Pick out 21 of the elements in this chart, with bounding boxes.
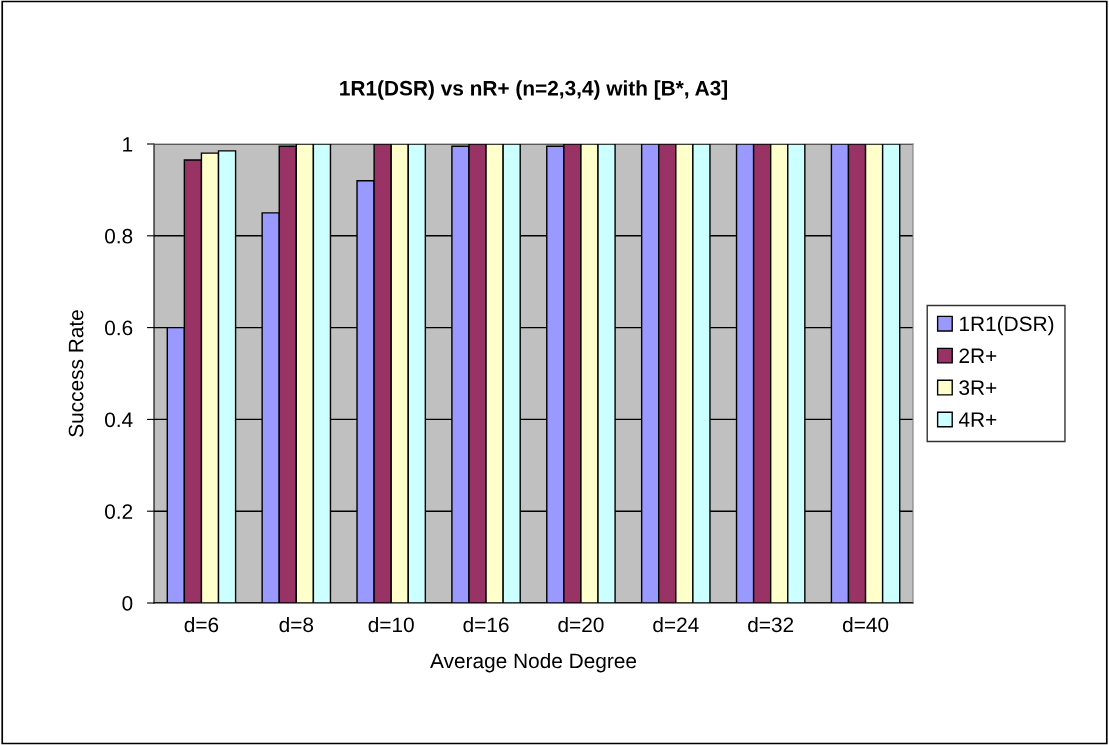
x-tick-label: d=10 (368, 616, 414, 633)
x-tick-label: d=8 (279, 616, 314, 633)
y-tick-label: 0.4 (105, 412, 133, 428)
x-tick-label: d=16 (463, 616, 509, 633)
legend-label: 2R+ (959, 348, 997, 363)
y-tick-label: 0.8 (105, 228, 133, 244)
x-tick-label: d=32 (748, 616, 794, 633)
y-tick-label: 0.2 (105, 504, 133, 519)
y-tick-label: 0.6 (105, 320, 133, 336)
y-tick-label: 1 (123, 137, 133, 152)
x-tick-label: d=20 (558, 616, 604, 633)
x-tick-label: d=40 (842, 616, 889, 633)
y-axis-title: Success Rate (68, 310, 84, 437)
x-axis-title: Average Node Degree (430, 652, 637, 673)
legend-label: 3R+ (959, 380, 997, 396)
y-tick-label: 0 (122, 596, 133, 611)
x-tick-label: d=6 (184, 616, 219, 633)
legend-label: 1R1(DSR) (960, 315, 1054, 336)
legend-label: 4R+ (958, 412, 997, 427)
chart-title: 1R1(DSR) vs nR+ (n=2,3,4) with [B*, A3] (340, 80, 728, 100)
x-tick-label: d=24 (653, 616, 699, 633)
